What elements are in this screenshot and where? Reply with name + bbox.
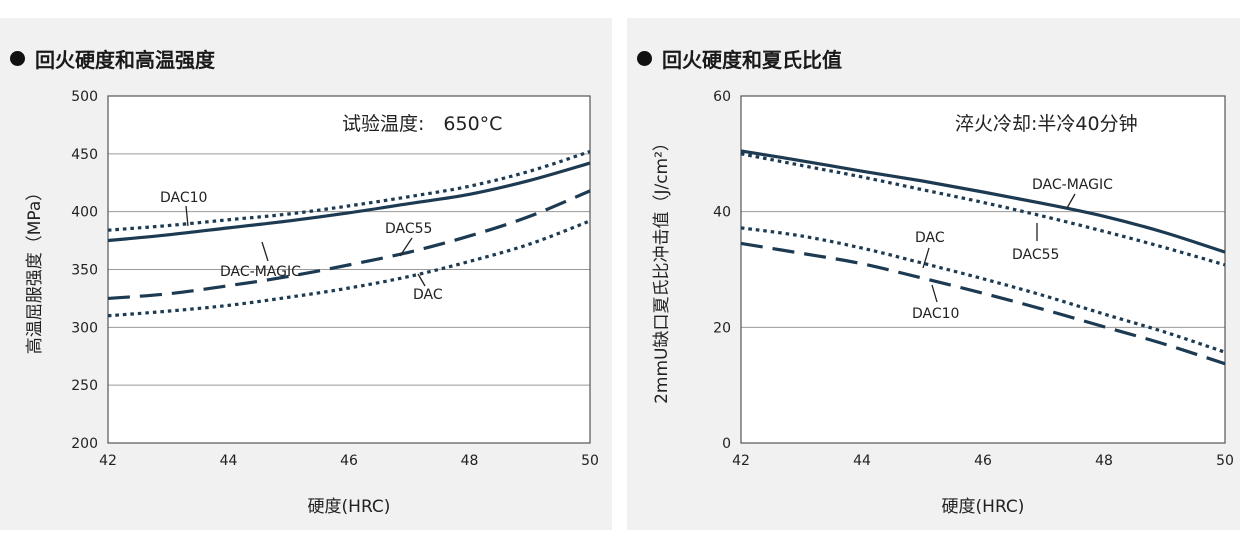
x-tick-label: 44 bbox=[220, 453, 238, 469]
label-leader-line bbox=[1066, 193, 1076, 209]
label-leader-line bbox=[931, 284, 938, 303]
series-line-dac55 bbox=[107, 189, 591, 301]
x-tick-label: 48 bbox=[461, 453, 479, 469]
series-label: DAC10 bbox=[160, 190, 207, 206]
x-tick-label: 46 bbox=[974, 453, 992, 469]
plot-frame bbox=[107, 95, 591, 444]
series-label: DAC55 bbox=[385, 221, 432, 237]
label-leader-line bbox=[261, 241, 269, 262]
y-tick-label: 400 bbox=[71, 205, 98, 221]
y-axis-label: 2mmU缺口夏氏比冲击值（J/cm²） bbox=[652, 134, 672, 404]
y-tick-label: 0 bbox=[722, 436, 731, 452]
plot-frame bbox=[740, 95, 1226, 444]
series-line-dac-magic bbox=[740, 149, 1226, 254]
y-axis-label: 高温屈服强度（MPa） bbox=[25, 184, 45, 355]
series-label: DAC10 bbox=[912, 306, 959, 322]
series-line-dac55 bbox=[740, 152, 1226, 267]
series-line-dac10 bbox=[107, 149, 591, 232]
y-tick-label: 40 bbox=[713, 205, 731, 221]
impact-chart-title-text: 回火硬度和夏氏比值 bbox=[662, 48, 842, 72]
series-label: DAC-MAGIC bbox=[1032, 177, 1113, 193]
y-tick-label: 200 bbox=[71, 436, 98, 452]
bullet-dot-icon bbox=[10, 51, 25, 66]
label-leader-line bbox=[417, 273, 426, 287]
x-axis-label: 硬度(HRC) bbox=[308, 497, 391, 517]
x-axis-label: 硬度(HRC) bbox=[942, 497, 1025, 517]
label-leader-line bbox=[922, 247, 930, 269]
y-tick-label: 450 bbox=[71, 147, 98, 163]
impact-chart-title: 回火硬度和夏氏比值 bbox=[637, 44, 842, 73]
x-tick-label: 44 bbox=[853, 453, 871, 469]
chart-annotation: 试验温度: 650°C bbox=[342, 113, 502, 135]
x-tick-label: 42 bbox=[732, 453, 750, 469]
x-tick-label: 46 bbox=[340, 453, 358, 469]
label-leader-line bbox=[399, 237, 413, 257]
series-label: DAC bbox=[413, 287, 443, 303]
strength-chart-title: 回火硬度和高温强度 bbox=[10, 44, 215, 73]
x-tick-label: 42 bbox=[99, 453, 117, 469]
series-line-dac bbox=[107, 219, 591, 318]
y-tick-label: 500 bbox=[71, 89, 98, 105]
impact-chart-svg: 0 20 40 60 42 44 46 48 50 DAC-MAGIC DAC55 DAC DAC10 淬… bbox=[652, 89, 1234, 517]
x-tick-label: 50 bbox=[1216, 453, 1234, 469]
series-label: DAC-MAGIC bbox=[220, 264, 301, 280]
strength-chart-panel: 回火硬度和高温强度 200 250 300 350 400 450 500 42 44 46 48 5… bbox=[0, 18, 612, 530]
series-line-dac10 bbox=[740, 241, 1226, 366]
series-label: DAC bbox=[915, 230, 945, 246]
y-tick-label: 20 bbox=[713, 320, 731, 336]
plot-area bbox=[741, 96, 1225, 443]
bullet-dot-icon bbox=[637, 51, 652, 66]
chart-annotation: 淬火冷却:半冷40分钟 bbox=[955, 113, 1138, 135]
label-leader-line bbox=[185, 205, 189, 227]
y-tick-label: 60 bbox=[713, 89, 731, 105]
x-tick-label: 48 bbox=[1095, 453, 1113, 469]
strength-chart-title-text: 回火硬度和高温强度 bbox=[35, 48, 215, 72]
y-tick-label: 300 bbox=[71, 320, 98, 336]
strength-chart-svg: 200 250 300 350 400 450 500 42 44 46 48 50 DAC10 DAC-… bbox=[25, 89, 599, 517]
series-line-dac bbox=[740, 226, 1226, 354]
series-line-dac-magic bbox=[107, 161, 591, 243]
y-tick-label: 350 bbox=[71, 263, 98, 279]
series-label: DAC55 bbox=[1012, 247, 1059, 263]
x-tick-label: 50 bbox=[581, 453, 599, 469]
y-tick-label: 250 bbox=[71, 378, 98, 394]
impact-chart-panel: 回火硬度和夏氏比值 0 20 40 60 42 44 46 48 50 DAC-MAGIC DAC5… bbox=[627, 18, 1240, 530]
